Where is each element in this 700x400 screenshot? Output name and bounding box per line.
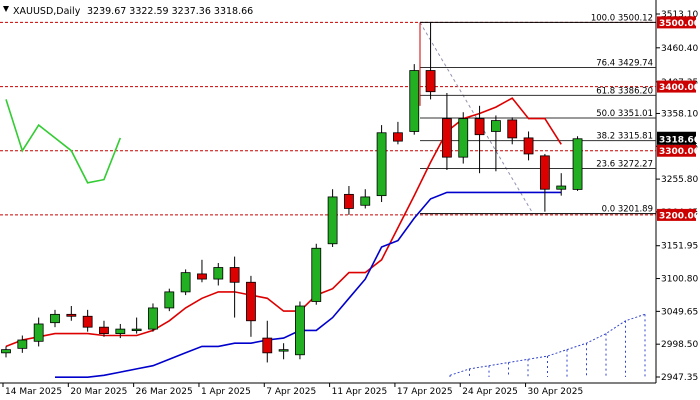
blue-indicator-line bbox=[54, 191, 562, 379]
fib-level-label: 76.4 3429.74 bbox=[596, 58, 653, 68]
bullish-candle bbox=[131, 328, 142, 332]
bearish-candle bbox=[99, 326, 109, 334]
bullish-candle bbox=[490, 120, 501, 132]
price-tick-label: 3049.65 bbox=[661, 307, 698, 317]
date-tick-label: 17 Apr 2025 bbox=[397, 387, 453, 397]
bullish-candle bbox=[572, 138, 583, 190]
current-price-tag bbox=[657, 131, 696, 145]
bearish-candle bbox=[507, 119, 518, 139]
fib-trend-line bbox=[419, 22, 534, 214]
bullish-candle bbox=[164, 291, 175, 309]
bearish-candle bbox=[197, 273, 207, 280]
indicator-lines bbox=[5, 97, 646, 379]
bearish-candle bbox=[246, 281, 256, 322]
bearish-candle bbox=[66, 313, 77, 317]
price-tick-label: 2998.50 bbox=[661, 340, 698, 350]
bullish-candle bbox=[33, 323, 44, 342]
price-tick-label: 3460.40 bbox=[661, 44, 698, 54]
bullish-candle bbox=[17, 339, 28, 349]
bullish-candle bbox=[213, 267, 224, 280]
bearish-candle bbox=[82, 315, 93, 328]
bearish-candle bbox=[393, 132, 403, 142]
red-indicator-line bbox=[5, 97, 562, 348]
bearish-candle bbox=[262, 337, 273, 354]
cloud-projection-line bbox=[449, 313, 646, 376]
date-tick-label: 20 Mar 2025 bbox=[70, 387, 127, 397]
symbol-menu-icon[interactable] bbox=[3, 6, 9, 12]
date-tick-label: 14 Mar 2025 bbox=[5, 387, 62, 397]
fib-level-label: 38.2 3315.81 bbox=[596, 132, 653, 142]
bearish-candle bbox=[523, 137, 534, 155]
bullish-candle bbox=[1, 349, 11, 354]
bullish-candle bbox=[376, 132, 387, 197]
fib-level-label: 23.6 3272.27 bbox=[596, 160, 653, 170]
date-axis: 14 Mar 2025 20 Mar 2025 26 Mar 2025 1 Apr 2… bbox=[2, 383, 584, 397]
fib-level-label: 50.0 3351.01 bbox=[596, 109, 653, 119]
bearish-candle bbox=[474, 118, 485, 136]
bullish-candle bbox=[360, 196, 371, 206]
level-price-tag bbox=[657, 208, 696, 221]
green-indicator-line bbox=[5, 99, 122, 184]
level-price-tag bbox=[657, 16, 696, 29]
date-tick-label: 24 Apr 2025 bbox=[462, 387, 518, 397]
fib-level-label: 0.0 3201.89 bbox=[602, 205, 653, 215]
bullish-candle bbox=[180, 272, 191, 293]
bullish-candle bbox=[278, 349, 289, 352]
ohlc-readout: 3239.67 3322.59 3237.36 3318.66 bbox=[87, 6, 253, 17]
price-tick-label: 3513.10 bbox=[661, 10, 698, 20]
symbol-label: XAUUSD,Daily bbox=[13, 6, 81, 17]
price-tick-label: 3255.80 bbox=[661, 175, 698, 185]
date-tick-label: 30 Apr 2025 bbox=[528, 387, 584, 397]
date-tick-label: 11 Apr 2025 bbox=[332, 387, 388, 397]
bullish-candle bbox=[327, 196, 338, 245]
date-tick-label: 26 Mar 2025 bbox=[136, 387, 193, 397]
price-axis: 3513.103460.403407.353358.103306.953255.… bbox=[656, 10, 700, 383]
bullish-candle bbox=[409, 70, 420, 132]
level-price-tag-label: 3200.00 bbox=[659, 211, 700, 221]
bullish-candle bbox=[148, 307, 158, 330]
bearish-candle bbox=[442, 118, 452, 158]
fib-level-label: 61.8 3386.20 bbox=[596, 86, 653, 96]
current-price-tag-label: 3318.66 bbox=[659, 135, 700, 145]
price-tick-label: 3100.80 bbox=[661, 275, 698, 285]
date-tick-label: 1 Apr 2025 bbox=[201, 387, 251, 397]
bullish-candle bbox=[458, 118, 469, 158]
bearish-candle bbox=[539, 155, 550, 190]
level-price-tag bbox=[657, 80, 696, 93]
bearish-candle bbox=[425, 70, 436, 93]
bullish-candle bbox=[115, 328, 126, 334]
price-tick-label: 3151.95 bbox=[661, 242, 698, 252]
bearish-candle bbox=[344, 193, 354, 209]
bearish-candle bbox=[229, 267, 240, 283]
level-price-tag-label: 3300.00 bbox=[659, 147, 700, 157]
bullish-candle bbox=[50, 313, 60, 324]
bullish-candle bbox=[295, 305, 305, 356]
level-price-tag bbox=[657, 144, 696, 157]
candles bbox=[1, 22, 583, 363]
level-price-tag-label: 3400.00 bbox=[659, 83, 700, 93]
price-tick-label: 3358.10 bbox=[661, 109, 698, 119]
date-tick-label: 7 Apr 2025 bbox=[266, 387, 316, 397]
fib-level-label: 100.0 3500.12 bbox=[591, 13, 653, 23]
level-price-tag-label: 3500.00 bbox=[659, 19, 700, 29]
bullish-candle bbox=[556, 185, 567, 190]
chart-header: XAUUSD,Daily 3239.67 3322.59 3237.36 331… bbox=[3, 6, 253, 17]
price-tick-label: 2947.35 bbox=[661, 373, 698, 383]
bullish-candle bbox=[311, 247, 322, 302]
